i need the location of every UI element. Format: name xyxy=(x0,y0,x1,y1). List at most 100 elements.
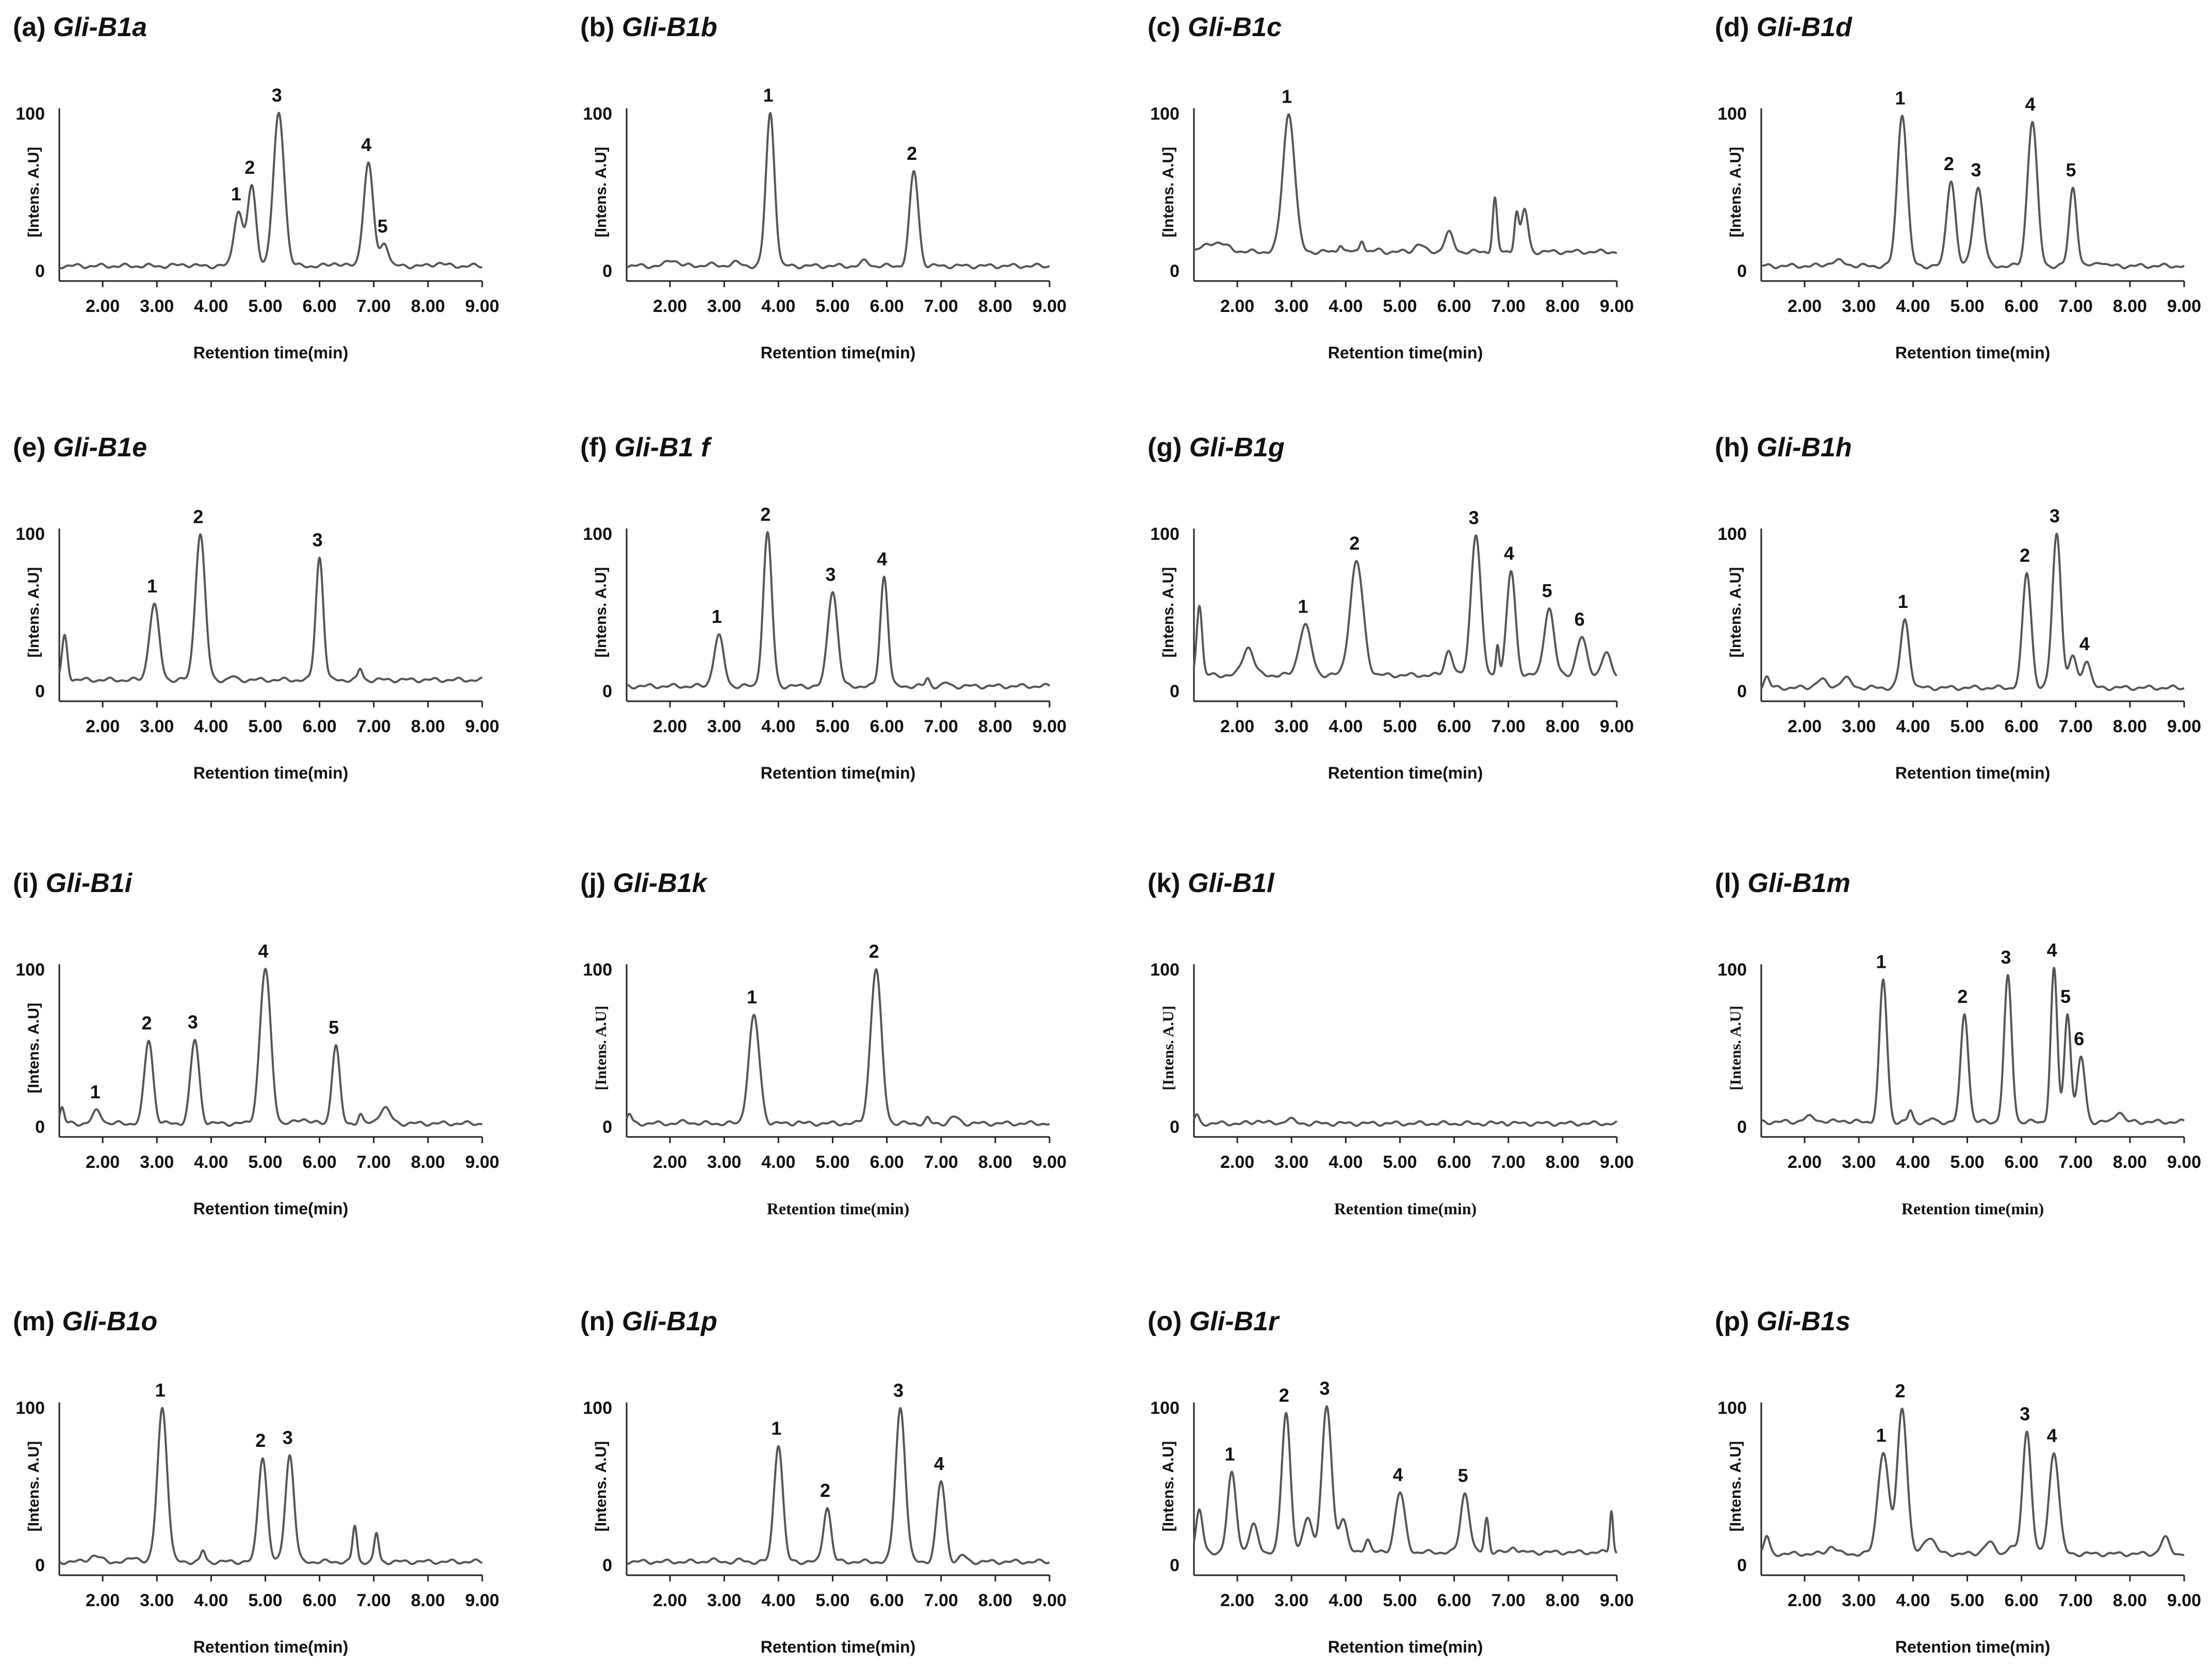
y-tick-label: 0 xyxy=(1737,1556,1747,1575)
chromatogram-trace xyxy=(1760,1407,2185,1558)
panel-letter: (p) xyxy=(1715,1307,1749,1336)
y-tick-label: 100 xyxy=(583,1398,612,1418)
gene-name: Gli-B1r xyxy=(1189,1307,1280,1336)
x-tick-label: 6.00 xyxy=(1437,1591,1471,1610)
x-tick-label: 6.00 xyxy=(303,296,337,316)
x-tick-label: 7.00 xyxy=(2059,296,2093,316)
x-tick-label: 8.00 xyxy=(411,717,445,736)
x-tick-label: 4.00 xyxy=(194,717,228,736)
y-tick-label: 100 xyxy=(583,524,612,544)
y-axis-label: [Intens. A.U] xyxy=(25,1441,42,1532)
peak-label: 1 xyxy=(155,1380,166,1401)
y-tick-label: 0 xyxy=(35,261,45,281)
x-tick-label: 4.00 xyxy=(761,296,795,316)
peak-label: 4 xyxy=(2047,939,2057,961)
panel-letter: (n) xyxy=(580,1307,614,1336)
x-tick-label: 2.00 xyxy=(653,717,687,736)
x-tick-label: 9.00 xyxy=(2167,1152,2201,1172)
x-axis-label: Retention time(min) xyxy=(1328,343,1483,362)
gene-name: Gli-B1d xyxy=(1757,12,1853,42)
x-tick-label: 9.00 xyxy=(465,296,499,316)
peak-label: 1 xyxy=(763,85,774,106)
x-tick-label: 3.00 xyxy=(1842,717,1876,736)
peak-label: 4 xyxy=(1504,543,1514,564)
x-tick-label: 5.00 xyxy=(1950,717,1984,736)
x-tick-label: 5.00 xyxy=(1383,1152,1417,1172)
chromatogram-panel: (a) Gli-B1a 0 100 2.00 3.00 4.00 5.00 6.00 7.00 8… xyxy=(13,12,499,362)
x-tick-label: 7.00 xyxy=(2059,717,2093,736)
peak-label: 2 xyxy=(820,1480,830,1501)
y-axis-label: [Intens. A.U] xyxy=(25,567,42,658)
x-tick-label: 9.00 xyxy=(1600,296,1634,316)
x-tick-label: 4.00 xyxy=(761,1591,795,1610)
x-tick-label: 2.00 xyxy=(1220,717,1254,736)
x-tick-label: 6.00 xyxy=(2005,1152,2039,1172)
x-tick-label: 4.00 xyxy=(1896,1591,1930,1610)
chromatogram-trace xyxy=(626,531,1051,690)
peak-label: 3 xyxy=(313,530,323,551)
chromatogram-panel: (h) Gli-B1h 0 100 2.00 3.00 4.00 5.00 6.00 7.00 8… xyxy=(1715,433,2201,782)
peak-label: 4 xyxy=(1392,1464,1403,1486)
x-axis-label: Retention time(min) xyxy=(1328,1638,1483,1656)
gene-name: Gli-B1g xyxy=(1189,433,1285,463)
peak-label: 5 xyxy=(378,216,388,237)
y-axis-label: [Intens. A.U] xyxy=(1160,147,1177,238)
x-tick-label: 4.00 xyxy=(1896,296,1930,316)
panel-title: (o) Gli-B1r xyxy=(1148,1307,1280,1336)
x-tick-label: 4.00 xyxy=(194,296,228,316)
peak-label: 3 xyxy=(2050,505,2060,526)
x-tick-label: 3.00 xyxy=(1274,717,1308,736)
gene-name: Gli-B1a xyxy=(53,12,147,42)
panel-title: (l) Gli-B1m xyxy=(1715,868,1850,898)
peak-label: 4 xyxy=(2079,633,2090,654)
x-axis-label: Retention time(min) xyxy=(761,764,915,782)
x-tick-label: 2.00 xyxy=(1220,296,1254,316)
x-tick-label: 6.00 xyxy=(2005,717,2039,736)
chromatogram-panel: (m) Gli-B1o 0 100 2.00 3.00 4.00 5.00 6.00 7.00 8… xyxy=(13,1307,499,1656)
x-tick-label: 8.00 xyxy=(411,1152,445,1172)
panel-title: (j) Gli-B1k xyxy=(580,868,709,898)
x-axis-label: Retention time(min) xyxy=(1895,764,2050,782)
x-tick-label: 2.00 xyxy=(653,1152,687,1172)
peak-label: 3 xyxy=(2020,1403,2030,1424)
y-tick-label: 0 xyxy=(602,1117,612,1137)
x-tick-label: 6.00 xyxy=(303,1152,337,1172)
chromatogram-trace xyxy=(626,112,1050,270)
y-axis-label: [Intens. A.U] xyxy=(593,1005,610,1090)
x-tick-label: 9.00 xyxy=(1600,717,1634,736)
peak-label: 1 xyxy=(231,184,241,205)
panel-letter: (c) xyxy=(1148,12,1181,42)
peak-label: 4 xyxy=(258,940,268,962)
peak-label: 4 xyxy=(2025,94,2036,115)
x-axis-label: Retention time(min) xyxy=(1902,1199,2044,1218)
x-tick-label: 8.00 xyxy=(1546,717,1580,736)
x-tick-label: 6.00 xyxy=(870,1152,904,1172)
y-tick-label: 100 xyxy=(1717,104,1747,124)
x-tick-label: 6.00 xyxy=(1437,717,1471,736)
x-tick-label: 7.00 xyxy=(357,1152,391,1172)
panel-title: (g) Gli-B1g xyxy=(1148,433,1285,463)
x-tick-label: 9.00 xyxy=(2167,296,2201,316)
y-tick-label: 100 xyxy=(15,1398,45,1418)
y-axis-label: [Intens. A.U] xyxy=(1727,1441,1744,1532)
x-tick-label: 2.00 xyxy=(1788,1591,1822,1610)
peak-label: 2 xyxy=(193,506,203,527)
chromatogram-trace xyxy=(1761,967,2185,1126)
y-tick-label: 100 xyxy=(1717,960,1747,980)
x-tick-label: 9.00 xyxy=(1600,1152,1634,1172)
chromatogram-trace xyxy=(58,533,483,684)
panel-title: (n) Gli-B1p xyxy=(580,1307,717,1336)
chromatogram-panel: (g) Gli-B1g 0 100 2.00 3.00 4.00 5.00 6.00 7.00 8… xyxy=(1148,433,1634,782)
x-axis-label: Retention time(min) xyxy=(1895,1638,2050,1656)
y-tick-label: 0 xyxy=(1737,1117,1747,1137)
x-tick-label: 4.00 xyxy=(194,1591,228,1610)
panel-title: (d) Gli-B1d xyxy=(1715,12,1853,42)
x-tick-label: 4.00 xyxy=(1896,1152,1930,1172)
peak-label: 3 xyxy=(1469,507,1479,528)
y-tick-label: 0 xyxy=(1170,682,1179,701)
x-axis-label: Retention time(min) xyxy=(1895,343,2050,362)
x-tick-label: 8.00 xyxy=(978,717,1012,736)
x-tick-label: 4.00 xyxy=(1329,1591,1363,1610)
peak-label: 5 xyxy=(329,1017,339,1038)
y-tick-label: 100 xyxy=(1150,1398,1179,1418)
